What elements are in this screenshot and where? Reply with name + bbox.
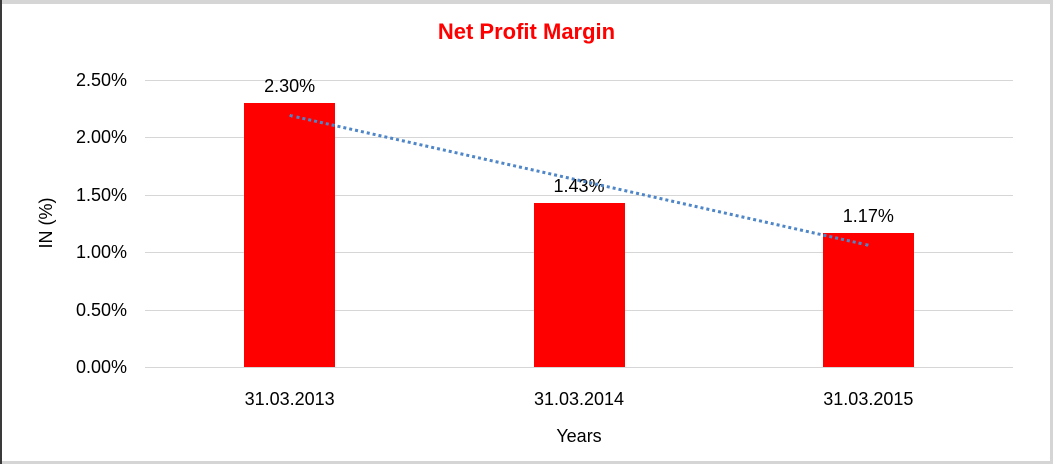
x-axis-title: Years xyxy=(556,426,602,446)
bar-value-label: 2.30% xyxy=(264,75,316,96)
y-tick-label: 1.00% xyxy=(75,242,127,263)
y-tick-label: 0.00% xyxy=(75,357,127,377)
x-tick-label: 31.03.2013 xyxy=(244,389,335,409)
frame-border-right xyxy=(1050,0,1053,464)
bar-value-label: 1.43% xyxy=(553,175,605,196)
gridline xyxy=(145,137,1013,139)
frame-border-top xyxy=(0,0,1053,4)
y-tick-label: 0.50% xyxy=(75,299,127,320)
gridline xyxy=(145,194,1013,196)
plot-area: 2.30% 1.43% 1.17% xyxy=(145,76,1013,368)
chart-title: Net Profit Margin xyxy=(437,19,616,44)
frame-border-bottom xyxy=(0,461,1053,464)
y-axis-title: IN (%) xyxy=(36,197,56,249)
bar-value-label: 1.17% xyxy=(842,205,894,226)
bar-31.03.2014 xyxy=(533,202,625,367)
gridline xyxy=(145,367,1013,368)
x-tick-label: 31.03.2015 xyxy=(823,389,914,409)
y-tick-label: 2.00% xyxy=(75,127,127,148)
bar-31.03.2013 xyxy=(244,102,336,367)
bar-31.03.2015 xyxy=(822,232,914,367)
frame-border-left xyxy=(0,0,2,464)
gridline xyxy=(145,80,1013,81)
x-tick-label: 31.03.2014 xyxy=(533,389,625,409)
y-tick-label: 1.50% xyxy=(75,184,127,205)
y-tick-label: 2.50% xyxy=(75,70,127,90)
